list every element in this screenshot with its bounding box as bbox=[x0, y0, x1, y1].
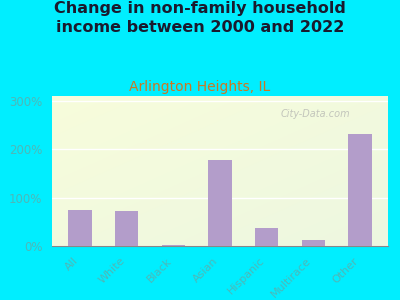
Bar bbox=[115, 211, 138, 246]
Text: Change in non-family household
income between 2000 and 2022: Change in non-family household income be… bbox=[54, 2, 346, 35]
Text: City-Data.com: City-Data.com bbox=[280, 109, 350, 119]
Bar bbox=[348, 134, 372, 246]
Bar bbox=[208, 160, 232, 246]
Bar bbox=[162, 245, 185, 246]
Text: Arlington Heights, IL: Arlington Heights, IL bbox=[129, 80, 271, 94]
Bar bbox=[302, 240, 325, 246]
Bar bbox=[68, 210, 92, 246]
Bar bbox=[255, 228, 278, 246]
